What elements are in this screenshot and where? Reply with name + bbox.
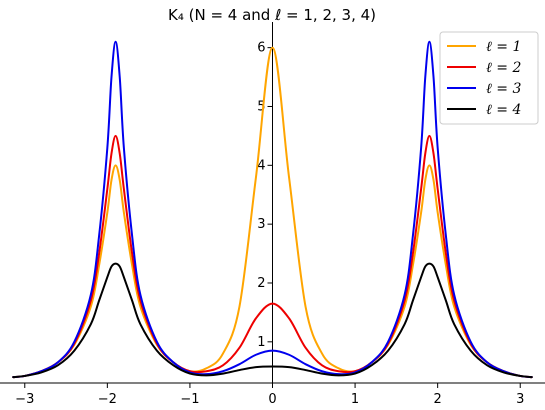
x-tick-label: −2 (98, 392, 117, 407)
series-line-3 (12, 40, 533, 379)
y-tick-label: 2 (257, 276, 265, 291)
x-tick-label: 2 (434, 392, 442, 407)
legend-label-3: ℓ = 3 (486, 81, 521, 97)
y-tick-label: 6 (257, 41, 265, 56)
x-tick-label: 3 (516, 392, 524, 407)
chart-title: K₄ (N = 4 and ℓ = 1, 2, 3, 4) (168, 6, 376, 24)
plot-lines (12, 40, 533, 379)
series-line-2 (12, 134, 533, 379)
y-tick-label: 4 (257, 158, 265, 173)
legend-label-1: ℓ = 1 (486, 39, 521, 55)
x-tick-label: −3 (15, 392, 34, 407)
legend: ℓ = 1 ℓ = 2 ℓ = 3 ℓ = 4 (439, 31, 539, 125)
series-line-1 (12, 46, 533, 379)
legend-label-4: ℓ = 4 (486, 102, 521, 118)
legend-label-2: ℓ = 2 (486, 60, 521, 76)
legend-box (439, 31, 539, 125)
y-tick-label: 3 (257, 217, 265, 232)
x-tick-label: −1 (180, 392, 199, 407)
x-tick-label: 0 (268, 392, 276, 407)
x-tick-label: 1 (351, 392, 359, 407)
y-tick-label: 1 (257, 335, 265, 350)
y-tick-label: 5 (257, 99, 265, 114)
series-line-4 (12, 262, 533, 379)
